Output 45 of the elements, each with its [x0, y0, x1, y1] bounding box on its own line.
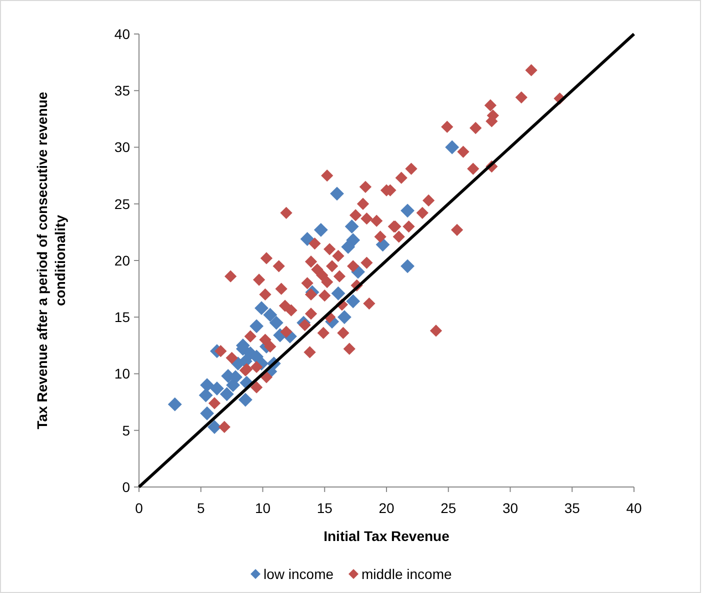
y-axis-title: Tax Revenue after a period of consecutive revenue conditionality [34, 92, 68, 430]
point [250, 319, 264, 334]
x-tick-label: 30 [502, 500, 518, 516]
point [210, 382, 224, 396]
point [263, 308, 278, 322]
point [200, 406, 214, 420]
point [330, 186, 344, 201]
point [254, 301, 268, 316]
y-tick-label: 15 [114, 309, 130, 326]
y-tick-label: 35 [114, 82, 130, 99]
y-tick-label: 10 [114, 366, 130, 382]
point [208, 420, 222, 434]
x-tick-label: 5 [196, 500, 205, 516]
point [269, 316, 284, 330]
x-tick-label: 15 [316, 500, 333, 516]
legend-label: middle income [362, 566, 452, 582]
point [220, 387, 234, 402]
x-axis-title: Initial Tax Revenue [324, 528, 450, 544]
y-tick-label: 30 [114, 139, 130, 156]
point [445, 140, 460, 154]
point [400, 204, 415, 218]
legend-label: low income [264, 566, 334, 582]
y-tick-label: 25 [114, 196, 130, 212]
x-tick-label: 10 [254, 500, 271, 516]
point [300, 232, 314, 246]
x-tick-label: 40 [626, 500, 642, 516]
x-tick-label: 25 [440, 500, 456, 516]
x-tick-label: 0 [135, 500, 144, 516]
point [198, 388, 213, 402]
y-tick-label: 40 [114, 26, 130, 42]
y-tick-label: 20 [114, 252, 130, 268]
point [331, 286, 346, 300]
point [231, 356, 245, 371]
x-tick-label: 35 [564, 500, 580, 516]
y-tick-label: 5 [122, 422, 130, 438]
point [341, 240, 356, 254]
point [168, 397, 182, 412]
point [344, 220, 359, 234]
point [400, 259, 415, 274]
point [314, 222, 328, 237]
x-tick-label: 20 [378, 500, 394, 516]
point [346, 294, 360, 308]
point [337, 310, 352, 324]
point [238, 392, 252, 407]
y-tick-label: 0 [122, 478, 130, 495]
